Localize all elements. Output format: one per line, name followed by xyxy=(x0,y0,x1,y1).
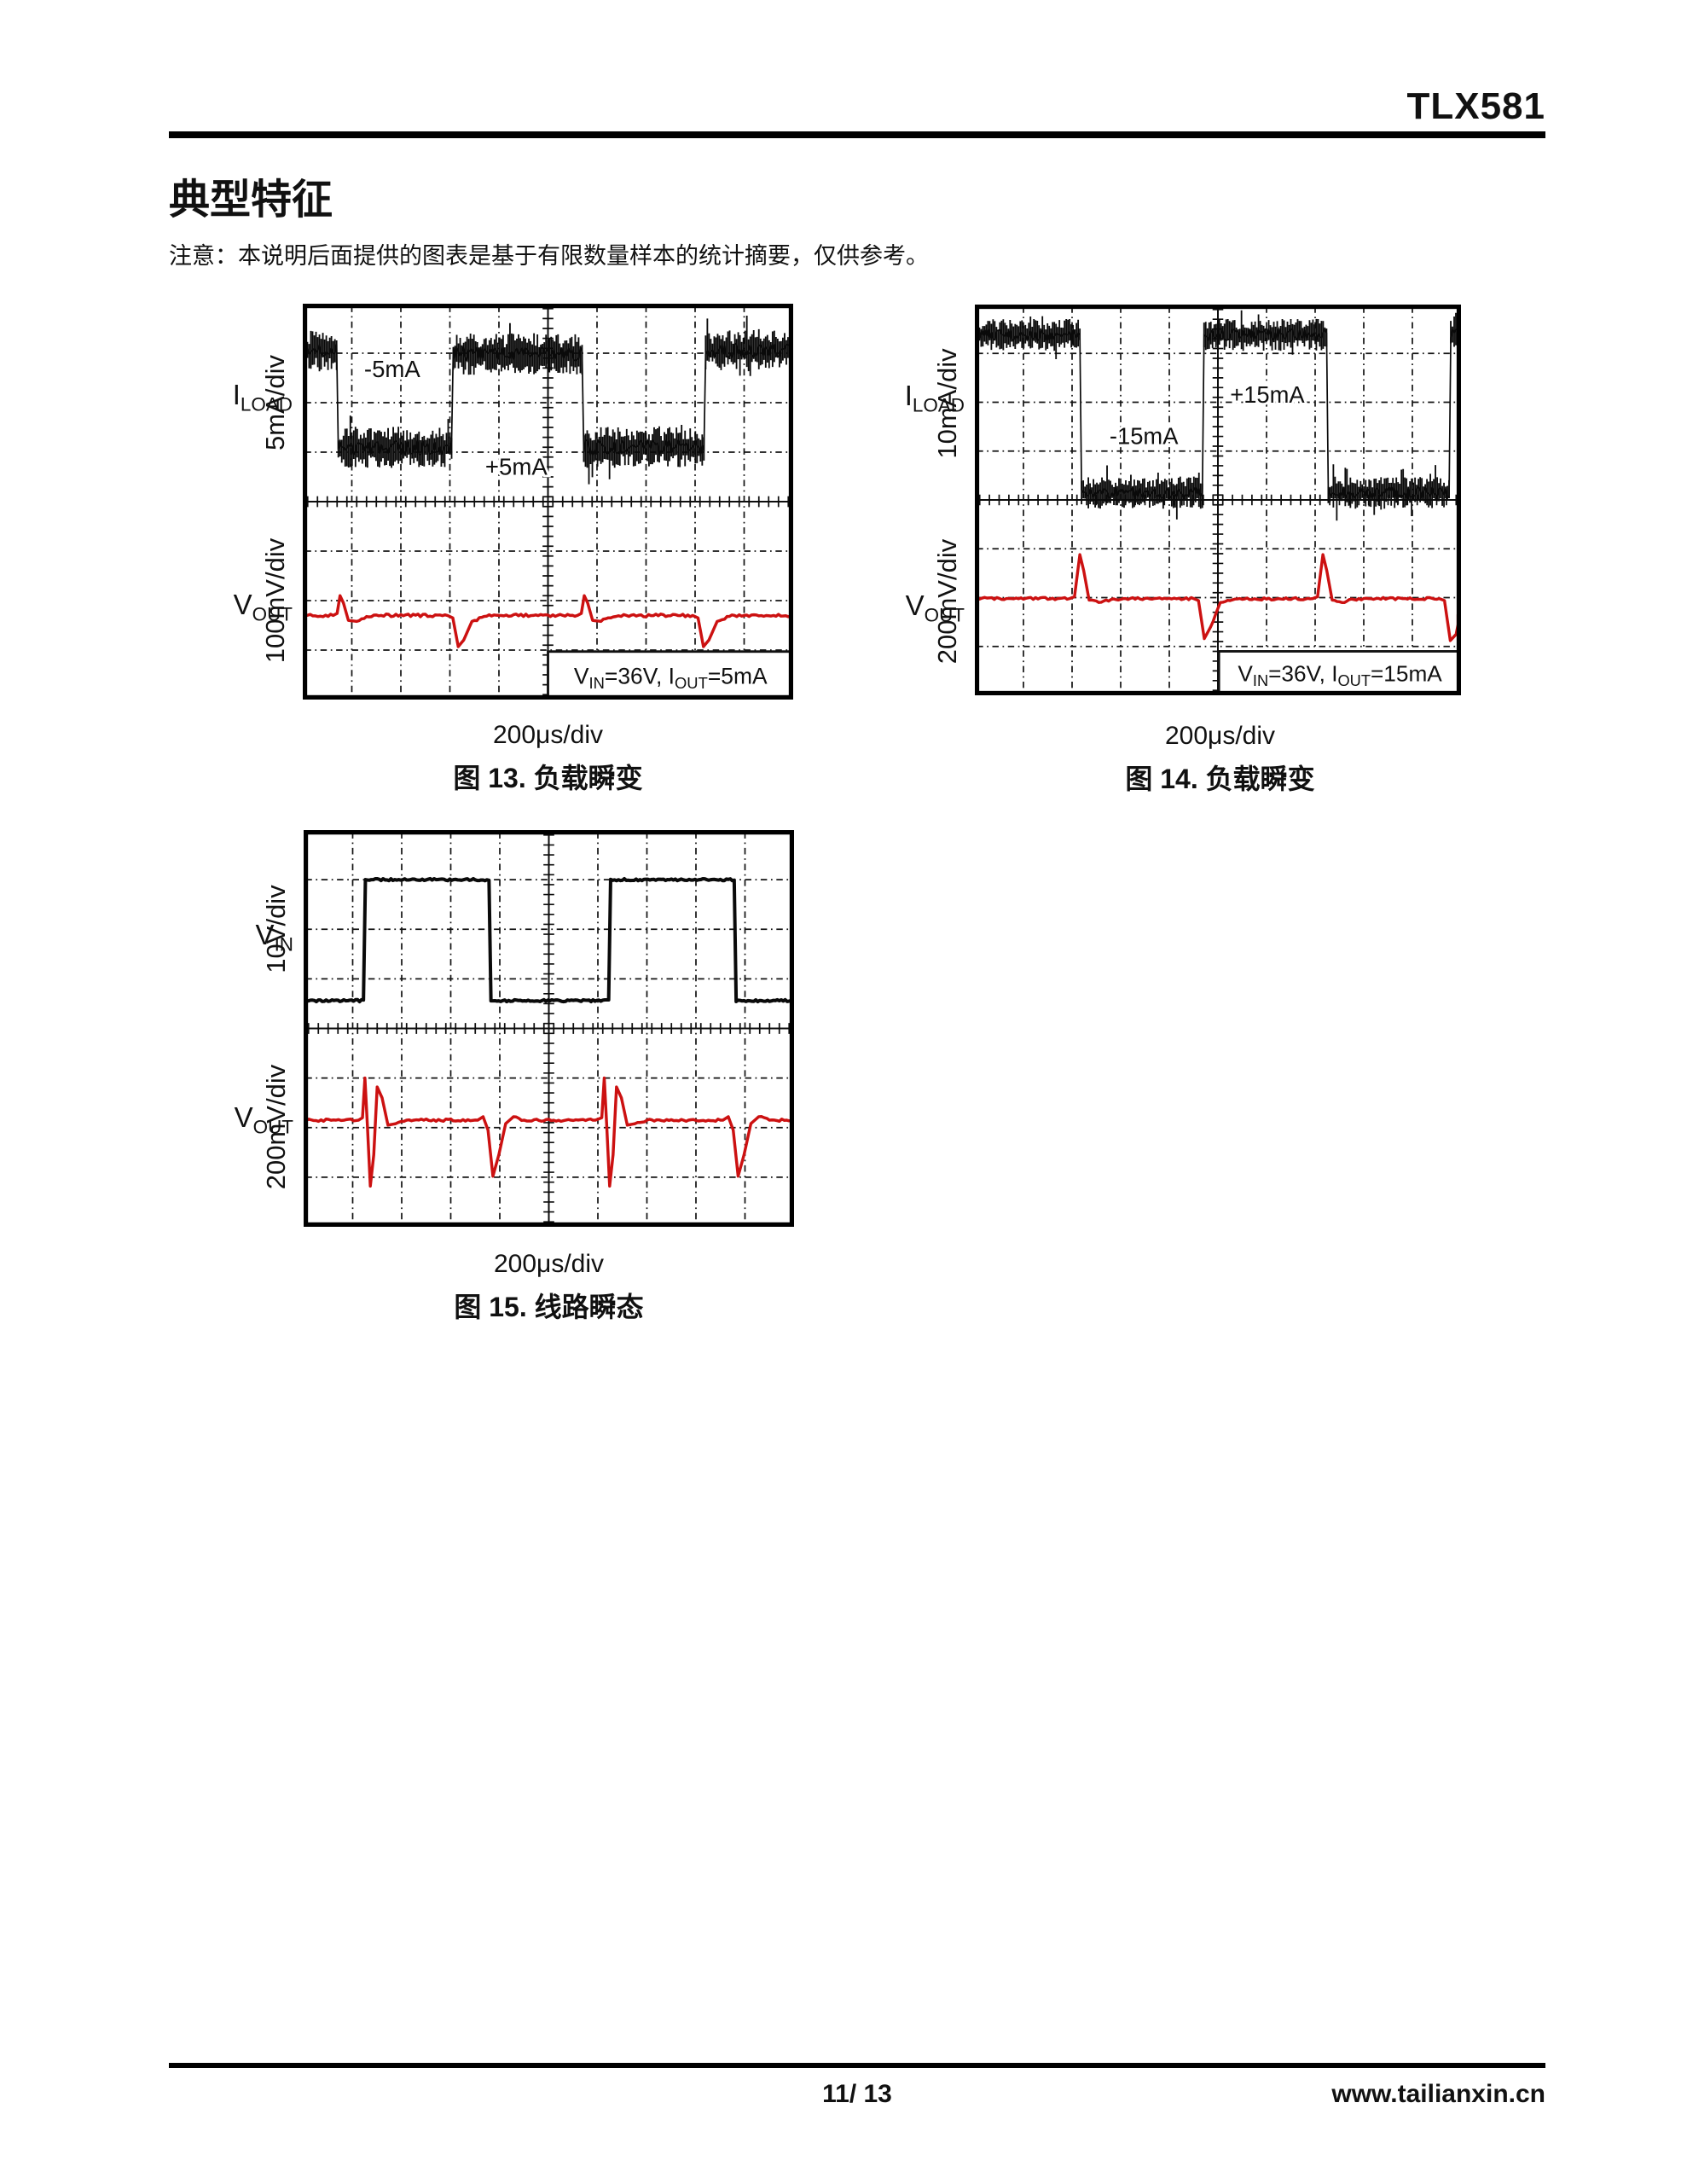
figure-14-caption: 图 14. 负载瞬变 xyxy=(1125,764,1315,794)
figure-15-block: VIN 10V/div VOUT 200mV/div 200μs/div 图 1… xyxy=(167,830,832,1359)
scale-label-iload: 10mA/div xyxy=(932,348,962,459)
svg-text:+15mA: +15mA xyxy=(1230,381,1305,408)
trace-label-vout: VOUT xyxy=(234,1101,293,1138)
page-number: 11/ 13 xyxy=(822,2080,892,2108)
trace-label-vout: VOUT xyxy=(233,589,293,625)
note-text: 注意：本说明后面提供的图表是基于有限数量样本的统计摘要，仅供参考。 xyxy=(169,243,929,269)
timebase-label: 200μs/div xyxy=(493,1250,605,1278)
svg-text:VIN=36V, IOUT=15mA: VIN=36V, IOUT=15mA xyxy=(1238,660,1442,689)
oscilloscope-figure-15 xyxy=(304,830,794,1227)
trace-label-iload: ILOAD xyxy=(904,380,965,416)
svg-text:-15mA: -15mA xyxy=(1110,423,1179,450)
svg-text:-5mA: -5mA xyxy=(364,356,420,382)
footer-rule xyxy=(169,2063,1545,2068)
oscilloscope-figure-13: -5mA +5mA VIN=36V, IOUT=5mA xyxy=(303,304,793,700)
scale-label-vout: 200mV/div xyxy=(261,1064,291,1190)
figure-13-caption: 图 13. 负载瞬变 xyxy=(453,763,643,793)
figure-13-block: ILOAD 5mA/div VOUT 100mV/div -5mA +5mA VIN… xyxy=(166,304,832,833)
website-url: www.tailianxin.cn xyxy=(1331,2080,1545,2108)
trace-label-vin: VIN xyxy=(255,919,293,956)
trace-label-iload: ILOAD xyxy=(232,379,293,415)
svg-text:+5mA: +5mA xyxy=(485,454,548,480)
timebase-label: 200μs/div xyxy=(492,721,604,749)
figure-14-block: ILOAD 10mA/div VOUT 200mV/div -15mA +15mA… xyxy=(838,305,1504,834)
scale-label-vout: 200mV/div xyxy=(932,538,962,665)
timebase-label: 200μs/div xyxy=(1164,722,1276,750)
oscilloscope-figure-14: -15mA +15mA VIN=36V, IOUT=15mA xyxy=(975,305,1461,695)
scale-label-vout: 100mV/div xyxy=(260,537,290,664)
trace-label-vout: VOUT xyxy=(905,590,965,626)
header-rule xyxy=(169,131,1545,138)
scale-label-vin: 10V/div xyxy=(261,885,291,973)
scale-label-iload: 5mA/div xyxy=(260,355,290,450)
product-title: TLX581 xyxy=(1406,85,1545,127)
figure-15-caption: 图 15. 线路瞬态 xyxy=(454,1292,644,1322)
svg-text:VIN=36V, IOUT=5mA: VIN=36V, IOUT=5mA xyxy=(574,663,768,692)
section-title: 典型特征 xyxy=(169,177,333,223)
